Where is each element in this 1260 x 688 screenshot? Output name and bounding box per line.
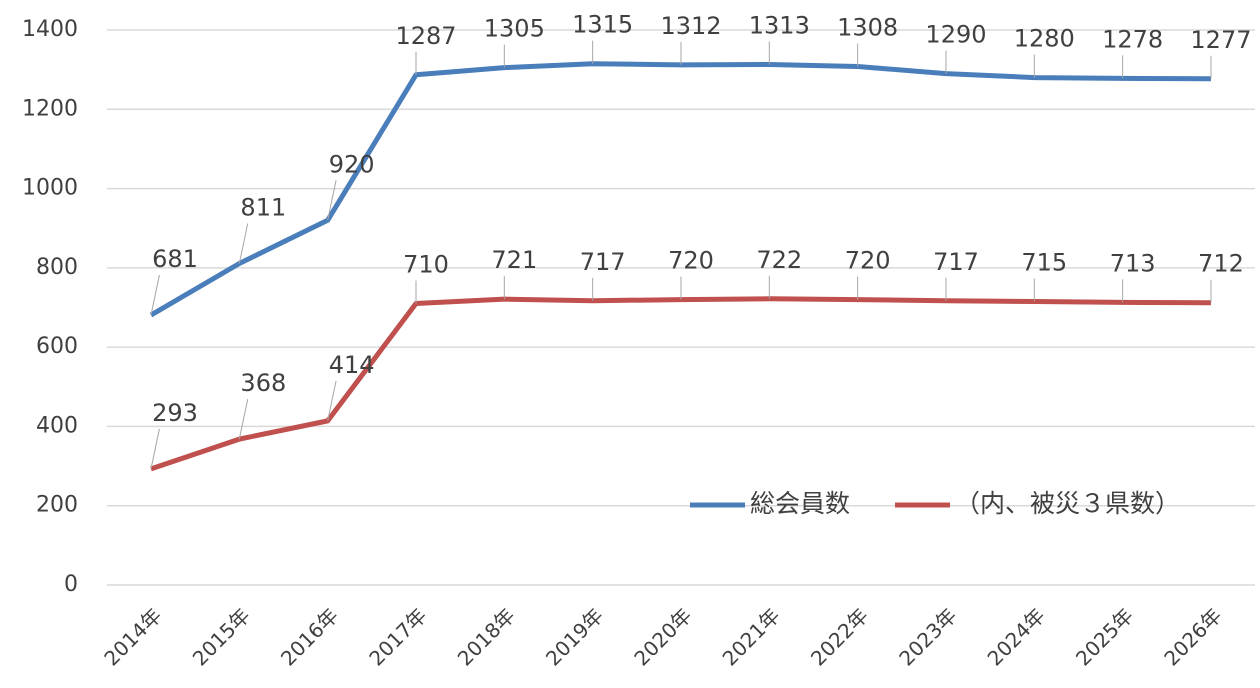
x-tick-label: 2016年 — [276, 603, 343, 670]
data-label: 717 — [580, 248, 626, 276]
x-tick-label: 2014年 — [99, 603, 166, 670]
leader-line — [327, 380, 337, 421]
data-label: 722 — [756, 246, 802, 274]
data-label: 720 — [668, 247, 714, 275]
data-label: 710 — [403, 251, 449, 279]
y-tick-label: 1200 — [22, 96, 78, 121]
y-tick-label: 600 — [36, 334, 78, 359]
series-line — [150, 296, 1211, 472]
x-tick-label: 2020年 — [629, 603, 696, 670]
x-tick-label: 2019年 — [541, 603, 608, 670]
data-label: 368 — [240, 369, 286, 397]
data-label: 721 — [491, 246, 537, 274]
data-label: 720 — [845, 247, 891, 275]
x-tick-label: 2022年 — [806, 603, 873, 670]
data-label: 1277 — [1190, 26, 1251, 54]
data-label: 1305 — [484, 15, 545, 43]
leader-line — [238, 399, 249, 440]
y-tick-label: 800 — [36, 255, 78, 280]
y-tick-label: 1400 — [22, 17, 78, 42]
data-label: 681 — [152, 245, 198, 273]
x-tick-label: 2025年 — [1071, 603, 1138, 670]
x-tick-label: 2024年 — [983, 603, 1050, 670]
data-label: 1315 — [572, 11, 633, 39]
y-tick-label: 1000 — [22, 176, 78, 201]
leader-line — [327, 180, 337, 221]
x-tick-label: 2021年 — [718, 603, 785, 670]
data-label: 715 — [1021, 249, 1067, 277]
legend-label: （内、被災３県数） — [955, 489, 1180, 518]
x-tick-label: 2017年 — [364, 603, 431, 670]
data-label: 811 — [240, 193, 286, 221]
legend-label: 総会員数 — [750, 489, 850, 518]
leader-line — [238, 223, 249, 264]
data-label: 713 — [1110, 249, 1156, 277]
x-tick-label: 2026年 — [1159, 603, 1226, 670]
data-label: 414 — [329, 351, 375, 379]
x-tick-label: 2023年 — [894, 603, 961, 670]
x-tick-label: 2018年 — [453, 603, 520, 670]
data-label: 920 — [329, 150, 375, 178]
y-tick-label: 200 — [36, 493, 78, 518]
leader-line — [150, 274, 160, 316]
x-tick-label: 2015年 — [188, 603, 255, 670]
data-label: 1278 — [1102, 25, 1163, 53]
y-tick-label: 400 — [36, 413, 78, 438]
data-label: 1280 — [1014, 25, 1075, 53]
data-label: 293 — [152, 399, 198, 427]
data-label: 1312 — [660, 12, 721, 40]
data-label: 717 — [933, 248, 979, 276]
y-tick-label: 0 — [64, 572, 78, 597]
data-label: 1290 — [925, 21, 986, 49]
data-label: 1308 — [837, 13, 898, 41]
leader-line — [150, 428, 160, 469]
data-label: 1313 — [749, 11, 810, 39]
data-label: 1287 — [395, 22, 456, 50]
data-label: 712 — [1198, 250, 1244, 278]
